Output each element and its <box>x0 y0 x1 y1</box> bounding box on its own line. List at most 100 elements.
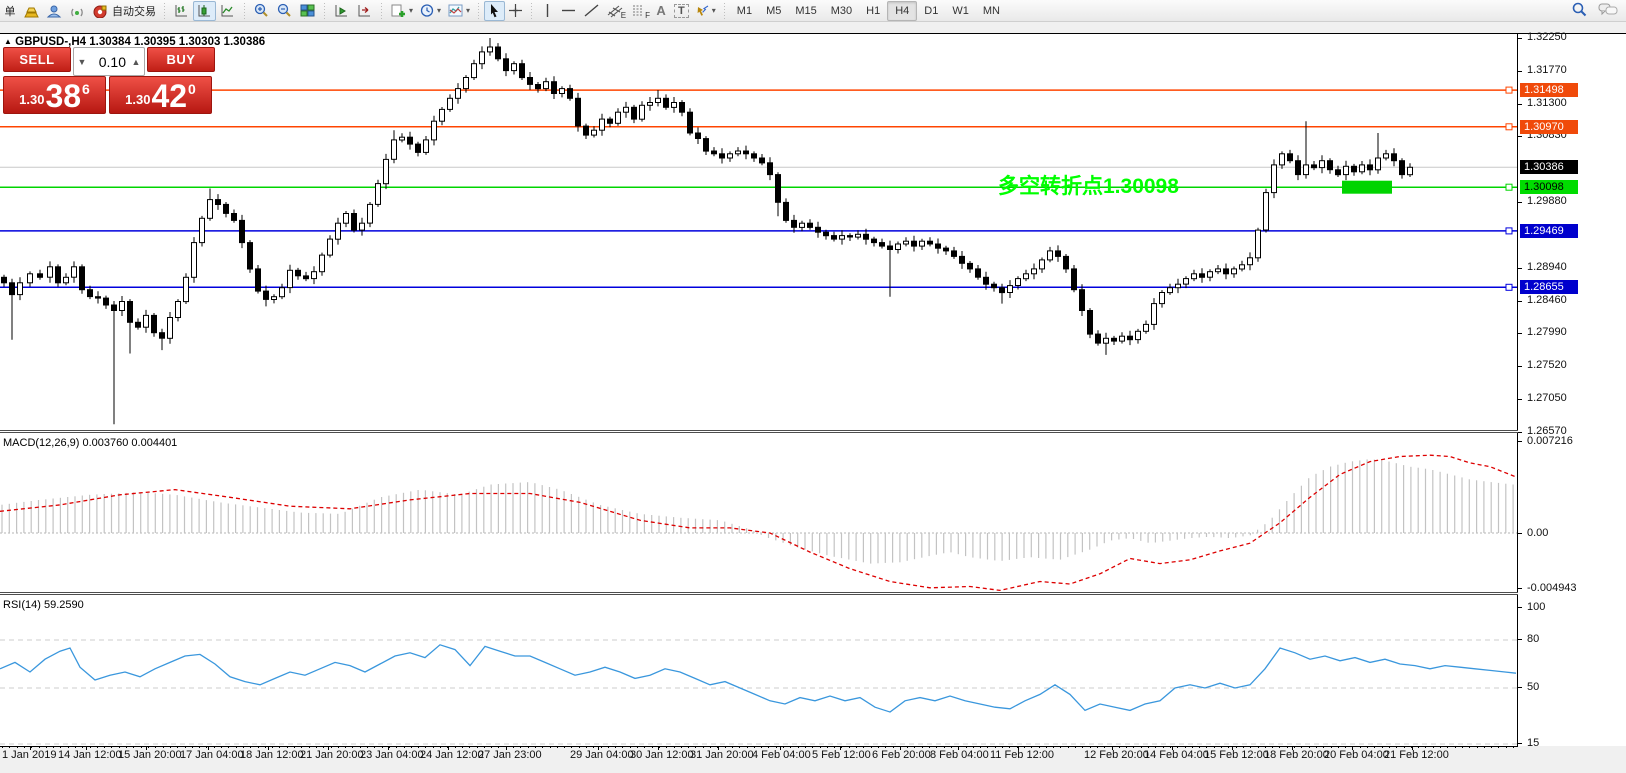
time-tick <box>1292 746 1293 750</box>
price-tick-label: 1.28940 <box>1527 261 1567 273</box>
macd-pane[interactable] <box>0 434 1518 592</box>
chart-symbol-timeframe: GBPUSD-,H4 <box>15 36 87 48</box>
fibonacci-tool-icon[interactable]: F <box>627 1 651 21</box>
price-tick-label: 1.27050 <box>1527 392 1567 404</box>
price-tick-label: 1.31770 <box>1527 64 1567 76</box>
time-tick-label: 31 Jan 20:00 <box>690 749 754 761</box>
time-tick <box>448 746 449 750</box>
toolbar-grip <box>721 2 727 19</box>
community-icon[interactable] <box>43 1 66 21</box>
sell-button[interactable]: SELL <box>3 47 71 72</box>
axis-tick <box>1517 441 1522 442</box>
volume-value[interactable]: 0.10 <box>98 53 126 70</box>
timeframe-button-w1[interactable]: W1 <box>952 4 969 17</box>
rsi-pane[interactable] <box>0 596 1518 746</box>
time-tick <box>328 746 329 750</box>
time-tick-label: 5 Feb 12:00 <box>812 749 871 761</box>
time-tick <box>268 746 269 750</box>
price-tick-label: 1.32250 <box>1527 31 1567 43</box>
time-tick <box>1172 746 1173 750</box>
line-chart-mode-icon[interactable] <box>216 1 239 21</box>
time-tick-label: 29 Jan 04:00 <box>570 749 634 761</box>
auto-scroll-icon[interactable] <box>330 1 353 21</box>
zoom-out-icon[interactable] <box>273 1 296 21</box>
price-badge-1.31498: 1.31498 <box>1520 83 1578 97</box>
toolbar-grip <box>322 2 327 19</box>
time-tick <box>388 746 389 750</box>
autotrading-button[interactable]: 自动交易 <box>89 1 159 21</box>
price-badge-1.30970: 1.30970 <box>1520 120 1578 134</box>
volume-spinner[interactable]: ▼ 0.10 ▲ <box>73 47 145 76</box>
timeframe-button-m15[interactable]: M15 <box>795 4 817 17</box>
green-highlight-box[interactable] <box>1342 180 1392 194</box>
vertical-line-tool-icon[interactable] <box>537 1 557 21</box>
axis-tick <box>1517 399 1522 400</box>
timeframe-button-m5[interactable]: M5 <box>766 4 782 17</box>
templates-icon[interactable]: ▾ <box>387 1 416 21</box>
candlestick-mode-icon[interactable] <box>193 0 216 21</box>
chart-shift-icon[interactable] <box>353 1 376 21</box>
time-tick-label: 21 Feb 12:00 <box>1384 749 1449 761</box>
signal-icon[interactable] <box>66 1 89 21</box>
price-badge-1.28655: 1.28655 <box>1520 280 1578 294</box>
chat-icon[interactable] <box>1598 1 1618 20</box>
period-clock-icon[interactable]: ▾ <box>416 1 444 21</box>
time-tick <box>900 746 901 750</box>
chart-title: ▲ GBPUSD-,H4 1.30384 1.30395 1.30303 1.3… <box>4 36 265 48</box>
buy-price-button[interactable]: 1.30 42 0 <box>109 76 212 114</box>
pane-separator[interactable] <box>0 430 1518 433</box>
arrows-tool-icon[interactable]: ▾ <box>692 1 719 21</box>
hline-handle[interactable] <box>1505 283 1513 291</box>
timeframe-button-mn[interactable]: MN <box>982 4 1000 17</box>
tile-windows-icon[interactable] <box>296 1 319 21</box>
timeframe-button-m1[interactable]: M1 <box>736 4 753 17</box>
time-tick-label: 12 Feb 20:00 <box>1084 749 1149 761</box>
axis-tick <box>1517 202 1522 203</box>
price-badge-1.30386: 1.30386 <box>1520 160 1578 174</box>
pane-separator[interactable] <box>0 592 1518 595</box>
deposit-icon[interactable] <box>20 1 43 21</box>
annotation-text[interactable]: 多空转折点1.30098 <box>998 174 1179 198</box>
text-label-tool-icon[interactable]: T <box>671 1 692 21</box>
volume-increase-button[interactable]: ▲ <box>131 56 141 67</box>
price-axis-frame <box>1517 33 1518 746</box>
hline-handle[interactable] <box>1505 86 1513 94</box>
timeframe-button-h4[interactable]: H4 <box>887 0 918 21</box>
time-tick <box>1018 746 1019 750</box>
cursor-tool-icon[interactable] <box>484 0 506 21</box>
main-price-pane[interactable]: 多空转折点1.30098 <box>0 33 1518 430</box>
hline-handle[interactable] <box>1505 227 1513 235</box>
sell-price-button[interactable]: 1.30 38 6 <box>3 76 106 114</box>
horizontal-line-tool-icon[interactable] <box>557 1 580 21</box>
trendline-tool-icon[interactable] <box>580 1 603 21</box>
crosshair-tool-icon[interactable] <box>505 1 526 21</box>
zoom-in-icon[interactable] <box>250 1 273 21</box>
hline-handle[interactable] <box>1505 183 1513 191</box>
text-tool-icon[interactable]: A <box>656 3 666 18</box>
time-tick <box>506 746 507 750</box>
hline-handle[interactable] <box>1505 123 1513 131</box>
new-order-button[interactable]: 单 <box>4 5 16 18</box>
timeframe-button-m30[interactable]: M30 <box>830 4 853 17</box>
time-tick-label: 11 Feb 12:00 <box>990 749 1055 761</box>
toolbar-grip <box>476 2 482 19</box>
rsi-tick-label: 100 <box>1527 601 1546 613</box>
search-icon[interactable] <box>1571 1 1588 20</box>
collapse-arrow-icon[interactable]: ▲ <box>4 37 12 46</box>
timeframe-button-d1[interactable]: D1 <box>924 4 939 17</box>
sell-price-big: 38 <box>45 78 82 114</box>
chart-window[interactable] <box>0 33 1626 746</box>
price-tick-label: 1.27990 <box>1527 326 1567 338</box>
axis-tick <box>1517 588 1522 589</box>
timeframe-button-h1[interactable]: H1 <box>866 4 881 17</box>
price-tick-label: 1.31300 <box>1527 97 1567 109</box>
bar-chart-mode-icon[interactable] <box>170 1 193 21</box>
buy-button[interactable]: BUY <box>147 47 215 72</box>
axis-tick <box>1517 136 1522 137</box>
indicators-icon[interactable]: ▾ <box>444 1 473 21</box>
one-click-trading-panel: SELL ▼ 0.10 ▲ BUY 1.30 38 6 1.30 42 0 <box>3 47 215 114</box>
time-tick-label: 15 Jan 20:00 <box>118 749 182 761</box>
channel-tool-icon[interactable]: E <box>603 1 627 21</box>
volume-decrease-button[interactable]: ▼ <box>77 56 87 67</box>
time-tick-label: 30 Jan 12:00 <box>630 749 694 761</box>
